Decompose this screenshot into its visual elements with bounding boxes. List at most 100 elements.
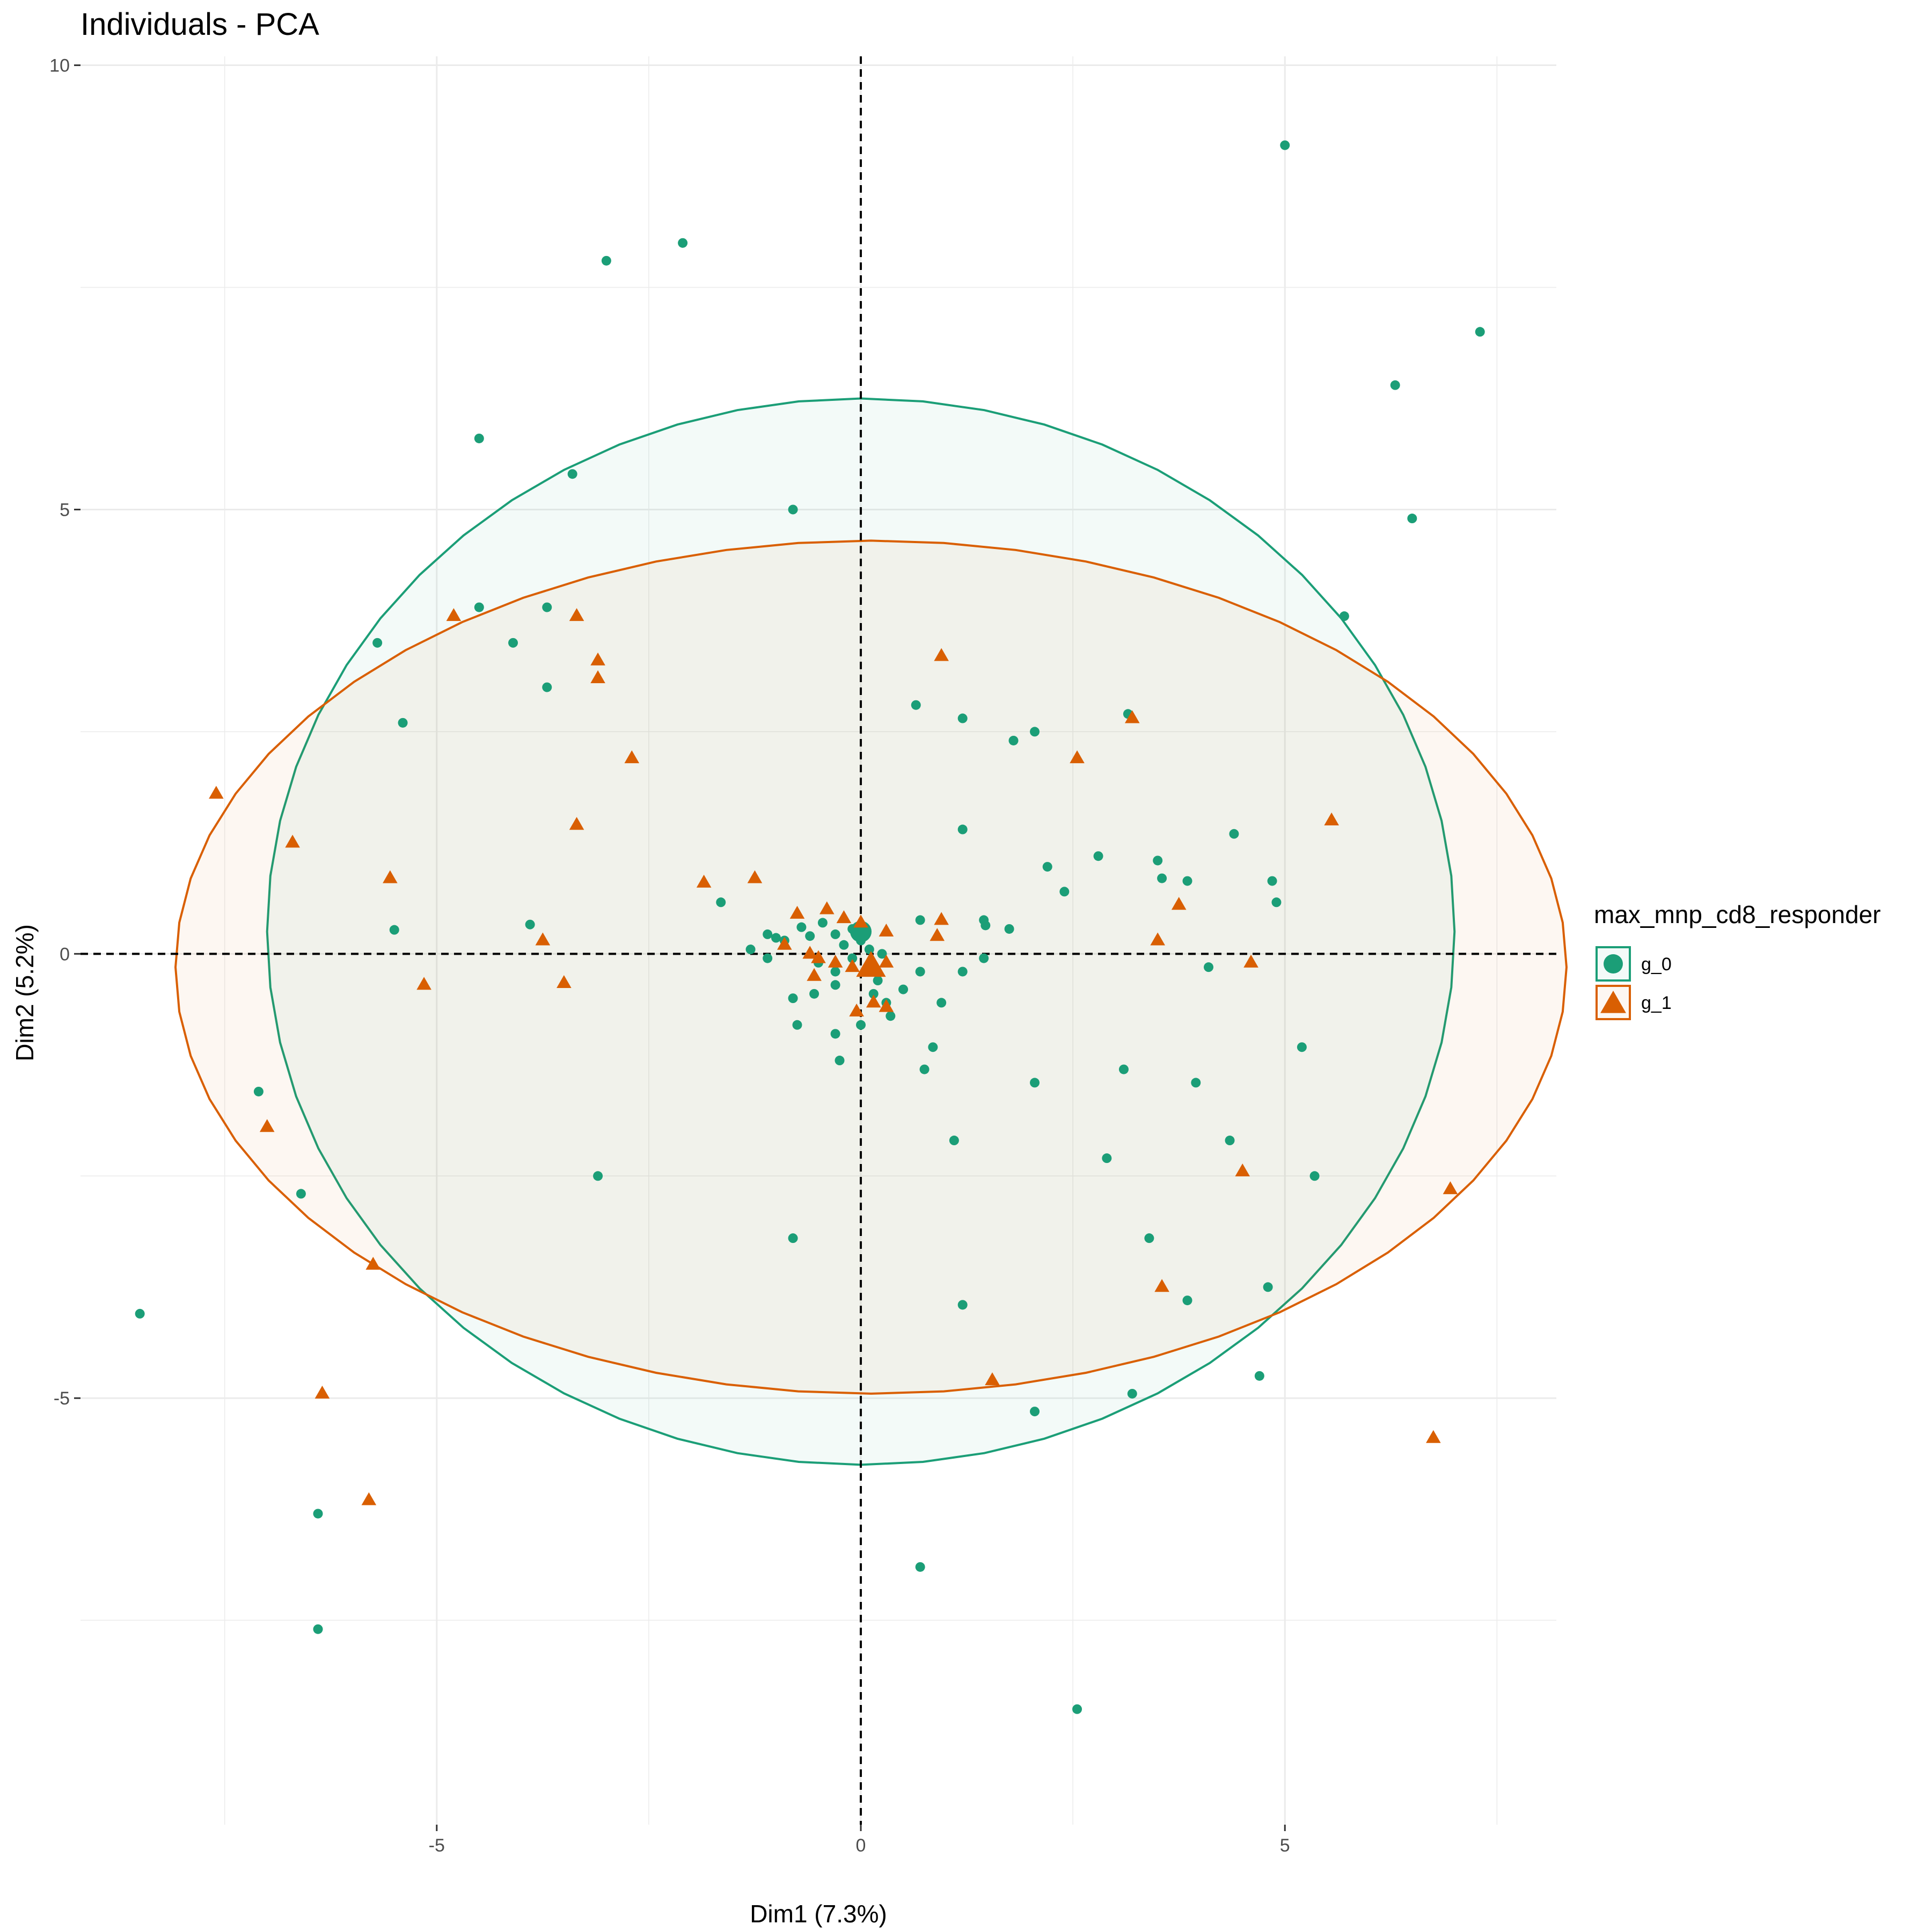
point-g_0 <box>716 897 726 908</box>
x-tick-label: 5 <box>1280 1835 1290 1856</box>
point-g_1 <box>696 874 712 888</box>
point-g_0 <box>1191 1078 1201 1088</box>
point-g_0 <box>1004 924 1014 934</box>
point-g_1 <box>828 954 843 968</box>
point-g_0 <box>763 929 773 939</box>
x-axis-title: Dim1 (7.3%) <box>750 1900 887 1928</box>
point-g_1 <box>1235 1163 1250 1177</box>
data-points <box>135 140 1485 1714</box>
point-g_1 <box>1171 897 1187 910</box>
point-g_0 <box>1127 1388 1137 1399</box>
point-g_1 <box>853 914 868 928</box>
point-g_0 <box>1030 1407 1040 1417</box>
point-g_1 <box>934 648 949 661</box>
point-g_0 <box>1309 1171 1320 1181</box>
point-g_1 <box>879 999 894 1012</box>
point-g_0 <box>949 1136 959 1146</box>
point-g_0 <box>593 1171 603 1181</box>
y-tick-label: 10 <box>49 56 70 76</box>
x-tick-label: -5 <box>429 1835 445 1856</box>
point-g_0 <box>1182 876 1192 886</box>
point-g_0 <box>1102 1153 1112 1163</box>
chart-title: Individuals - PCA <box>80 7 319 42</box>
point-g_1 <box>383 870 398 883</box>
point-g_0 <box>928 1042 938 1052</box>
y-tick-label: -5 <box>54 1388 70 1409</box>
point-g_0 <box>1093 851 1103 861</box>
point-g_0 <box>919 1064 930 1074</box>
point-g_0 <box>253 1086 264 1096</box>
point-g_0 <box>796 922 807 932</box>
point-g_0 <box>1118 1064 1129 1074</box>
point-g_1 <box>285 835 300 848</box>
point-g_0 <box>1204 962 1214 972</box>
point-g_1 <box>819 901 835 914</box>
point-g_0 <box>313 1509 323 1519</box>
legend: max_mnp_cd8_responder g_0 g_1 <box>1594 901 1880 1020</box>
point-g_1 <box>1243 954 1258 968</box>
point-g_1 <box>259 1119 275 1132</box>
point-g_0 <box>835 1056 845 1066</box>
point-g_0 <box>567 469 577 479</box>
point-g_0 <box>1225 1136 1235 1146</box>
point-g_0 <box>389 925 399 935</box>
point-g_1 <box>836 910 852 924</box>
point-g_1 <box>416 977 431 990</box>
y-tick-label: 5 <box>60 500 70 520</box>
point-g_0 <box>1280 140 1290 150</box>
point-g_0 <box>474 602 484 612</box>
point-g_0 <box>788 993 798 1004</box>
point-g_0 <box>839 940 849 950</box>
point-g_0 <box>911 700 921 710</box>
point-g_0 <box>372 638 383 648</box>
point-g_0 <box>771 933 781 943</box>
point-g_0 <box>1475 327 1485 337</box>
point-g_1 <box>777 936 792 950</box>
point-g_0 <box>847 953 858 963</box>
legend-label-g_0: g_0 <box>1641 954 1672 975</box>
point-g_1 <box>747 870 763 883</box>
point-g_0 <box>1153 855 1163 866</box>
legend-label-g_1: g_1 <box>1641 993 1672 1013</box>
point-g_0 <box>830 967 840 977</box>
point-g_0 <box>1030 727 1040 737</box>
point-g_0 <box>957 713 968 723</box>
point-g_0 <box>313 1624 323 1634</box>
point-g_0 <box>856 1020 866 1030</box>
point-g_0 <box>979 953 989 963</box>
point-g_1 <box>1426 1430 1441 1443</box>
point-g_1 <box>569 817 584 830</box>
point-g_1 <box>1124 710 1140 723</box>
point-g_0 <box>474 433 484 443</box>
point-g_1 <box>314 1385 330 1399</box>
point-g_1 <box>1324 812 1339 825</box>
point-g_0 <box>1144 1233 1154 1243</box>
point-g_0 <box>1390 380 1400 390</box>
point-g_0 <box>868 989 879 999</box>
legend-symbol-g_0 <box>1604 954 1623 974</box>
point-g_0 <box>792 1020 802 1030</box>
point-g_1 <box>624 750 640 764</box>
point-g_0 <box>830 1029 840 1039</box>
point-g_1 <box>535 932 551 946</box>
point-g_1 <box>802 946 817 959</box>
point-g_0 <box>805 931 815 941</box>
point-g_0 <box>957 824 968 835</box>
point-g_1 <box>879 954 894 968</box>
point-g_0 <box>525 919 535 930</box>
mean-point-g_1 <box>856 951 886 977</box>
point-g_0 <box>1267 876 1277 886</box>
point-g_0 <box>915 915 925 925</box>
point-g_0 <box>877 949 887 959</box>
point-g_0 <box>788 504 798 515</box>
point-g_0 <box>885 1011 896 1021</box>
point-g_0 <box>809 989 819 999</box>
point-g_0 <box>936 998 947 1008</box>
point-g_1 <box>569 608 584 621</box>
point-g_1 <box>1070 750 1085 764</box>
point-g_1 <box>807 968 822 981</box>
point-g_0 <box>1407 514 1417 524</box>
point-g_0 <box>873 976 883 986</box>
point-g_0 <box>1042 862 1052 872</box>
point-g_0 <box>508 638 518 648</box>
